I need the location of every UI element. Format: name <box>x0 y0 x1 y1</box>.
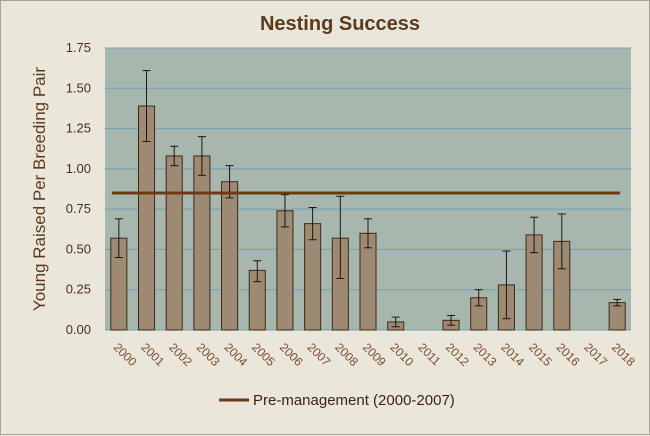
bar-2018 <box>608 302 626 331</box>
x-tick-label: 2015 <box>526 340 555 369</box>
x-tick-label: 2006 <box>277 340 306 369</box>
y-axis-ticks: 0.00 0.25 0.50 0.75 1.00 1.25 1.50 1.75 <box>66 40 91 337</box>
x-tick-label: 2000 <box>111 340 140 369</box>
y-tick-label: 0.00 <box>66 322 91 337</box>
x-tick-label: 2018 <box>609 340 638 369</box>
x-tick-label: 2010 <box>388 340 417 369</box>
y-tick-label: 1.75 <box>66 40 91 55</box>
x-tick-label: 2012 <box>443 340 472 369</box>
x-tick-label: 2013 <box>471 340 500 369</box>
bar-2002 <box>165 155 183 331</box>
x-tick-label: 2003 <box>194 340 223 369</box>
y-tick-label: 0.25 <box>66 282 91 297</box>
x-tick-label: 2017 <box>581 340 610 369</box>
x-tick-label: 2004 <box>221 340 250 369</box>
x-tick-label: 2005 <box>249 340 278 369</box>
bars <box>110 70 626 331</box>
y-tick-label: 1.25 <box>66 121 91 136</box>
y-tick-label: 1.00 <box>66 161 91 176</box>
x-tick-label: 2008 <box>332 340 361 369</box>
bar-2003 <box>193 155 211 331</box>
bar-2006 <box>276 210 294 331</box>
y-tick-label: 0.50 <box>66 241 91 256</box>
y-axis-title: Young Raised Per Breeding Pair <box>30 67 49 311</box>
bar-2004 <box>221 181 239 331</box>
y-tick-label: 0.75 <box>66 201 91 216</box>
legend-label: Pre-management (2000-2007) <box>253 392 455 409</box>
x-tick-label: 2007 <box>305 340 334 369</box>
x-axis-ticks: 2000200120022003200420052006200720082009… <box>111 340 638 369</box>
x-tick-label: 2001 <box>138 340 167 369</box>
x-tick-label: 2014 <box>498 340 527 369</box>
x-tick-label: 2009 <box>360 340 389 369</box>
x-tick-label: 2011 <box>415 340 443 368</box>
y-tick-label: 1.50 <box>66 80 91 95</box>
legend: Pre-management (2000-2007) <box>219 392 455 409</box>
x-tick-label: 2016 <box>554 340 583 369</box>
x-tick-label: 2002 <box>166 340 195 369</box>
chart-title: Nesting Success <box>260 13 420 35</box>
